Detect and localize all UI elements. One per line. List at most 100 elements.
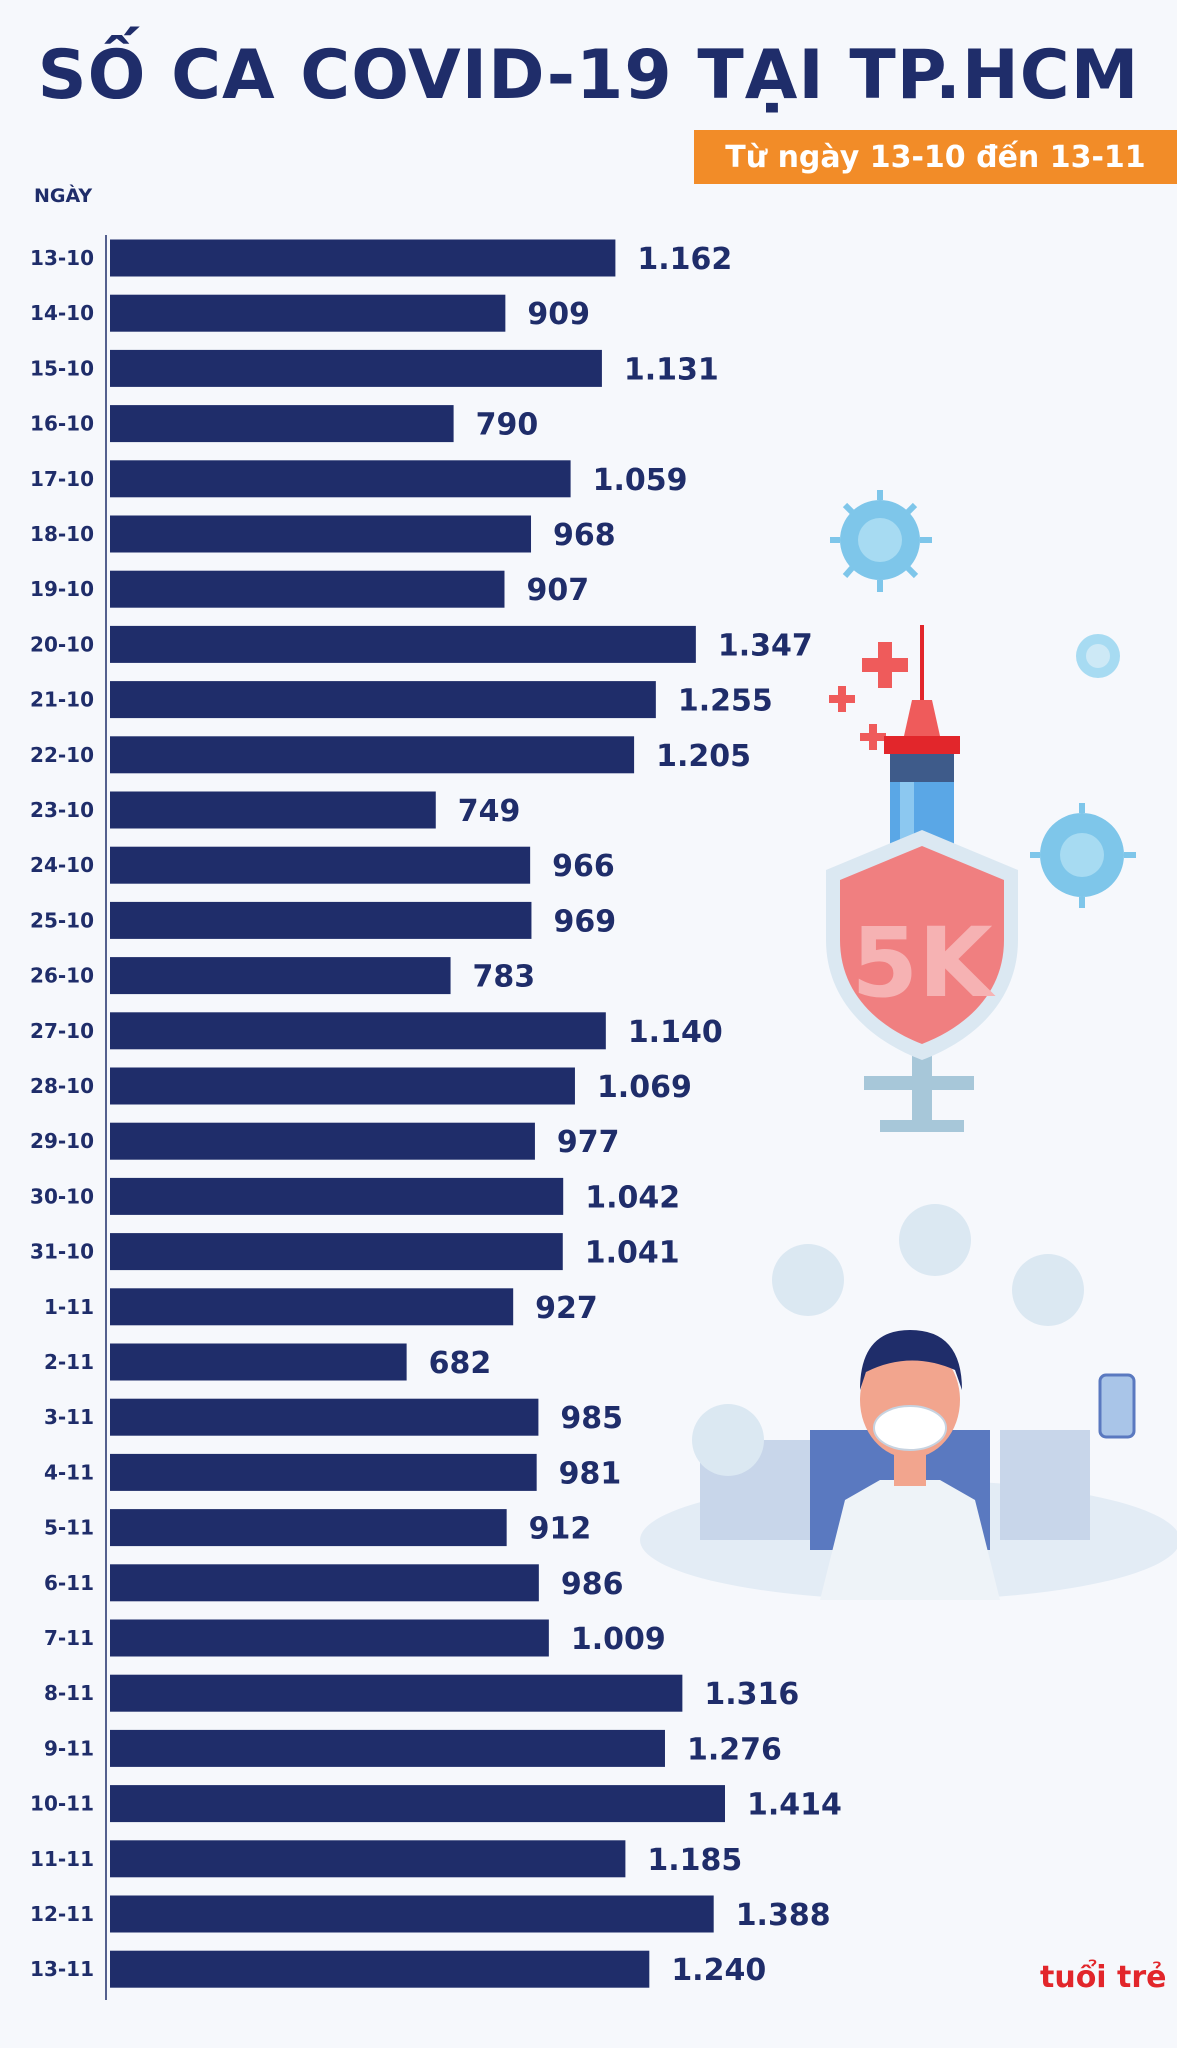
value-label: 1.414 <box>747 1788 842 1823</box>
value-label: 1.042 <box>585 1180 680 1215</box>
category-label: 2-11 <box>44 1350 94 1374</box>
bar <box>110 957 451 995</box>
bar <box>110 405 454 443</box>
illustration: 5K <box>640 490 1177 1600</box>
category-label: 8-11 <box>44 1681 94 1705</box>
page-title: SỐ CA COVID-19 TẠI TP.HCM <box>37 36 1140 115</box>
bar <box>110 1840 626 1878</box>
category-label: 25-10 <box>30 908 94 932</box>
value-label: 968 <box>553 518 616 553</box>
virus-icon <box>830 490 932 592</box>
value-label: 927 <box>535 1291 598 1326</box>
bar <box>110 1067 575 1105</box>
bar <box>110 1950 650 1988</box>
category-label: 15-10 <box>30 356 94 380</box>
value-label: 749 <box>458 794 521 829</box>
bar <box>110 1453 537 1491</box>
bar <box>110 681 656 719</box>
bar <box>110 736 635 774</box>
bar <box>110 625 696 663</box>
doctor-illustration <box>640 1204 1177 1600</box>
bar <box>110 1398 539 1436</box>
bar <box>110 1122 535 1160</box>
bar <box>110 1012 606 1050</box>
value-label: 1.240 <box>671 1953 766 1988</box>
value-label: 1.162 <box>637 242 732 277</box>
bar <box>110 1177 564 1215</box>
value-label: 1.131 <box>624 352 719 387</box>
value-label: 1.205 <box>656 739 751 774</box>
value-label: 969 <box>553 904 616 939</box>
category-label: 17-10 <box>30 467 94 491</box>
bar <box>110 1564 539 1602</box>
category-label: 23-10 <box>30 798 94 822</box>
value-label: 1.009 <box>571 1622 666 1657</box>
category-label: 19-10 <box>30 577 94 601</box>
category-label: 1-11 <box>44 1295 94 1319</box>
bar <box>110 1343 407 1381</box>
category-label: 13-11 <box>30 1957 94 1981</box>
category-label: 9-11 <box>44 1736 94 1760</box>
bar <box>110 1895 714 1933</box>
brand-logo: tuổi trẻ <box>1040 1960 1167 1995</box>
category-label: 24-10 <box>30 853 94 877</box>
bar <box>110 901 532 939</box>
bar <box>110 239 616 277</box>
category-label: 6-11 <box>44 1571 94 1595</box>
bar <box>110 515 532 553</box>
category-label: 28-10 <box>30 1074 94 1098</box>
value-label: 966 <box>552 849 615 884</box>
category-label: 12-11 <box>30 1902 94 1926</box>
value-label: 1.041 <box>585 1236 680 1271</box>
bar <box>110 791 436 829</box>
y-axis-label: NGÀY <box>34 185 93 207</box>
category-label: 11-11 <box>30 1847 94 1871</box>
value-label: 1.316 <box>704 1677 799 1712</box>
bar <box>110 1509 507 1547</box>
value-label: 909 <box>527 297 590 332</box>
bar <box>110 1674 683 1712</box>
virus-icon <box>1076 634 1120 678</box>
bar <box>110 349 602 387</box>
category-label: 10-11 <box>30 1792 94 1816</box>
bar <box>110 1729 665 1767</box>
bar <box>110 570 505 608</box>
bar <box>110 846 531 884</box>
category-label: 13-10 <box>30 246 94 270</box>
category-label: 26-10 <box>30 964 94 988</box>
bar <box>110 1233 563 1271</box>
category-label: 7-11 <box>44 1626 94 1650</box>
virus-icon <box>1030 803 1136 908</box>
value-label: 1.185 <box>647 1843 742 1878</box>
bar <box>110 1619 549 1657</box>
plus-icon <box>829 642 908 750</box>
value-label: 977 <box>557 1125 620 1160</box>
category-label: 5-11 <box>44 1516 94 1540</box>
bar <box>110 460 571 498</box>
date-range-badge: Từ ngày 13-10 đến 13-11 <box>694 130 1177 184</box>
value-label: 912 <box>529 1512 592 1547</box>
category-label: 29-10 <box>30 1129 94 1153</box>
value-label: 981 <box>559 1456 622 1491</box>
category-label: 18-10 <box>30 522 94 546</box>
category-label: 31-10 <box>30 1240 94 1264</box>
value-label: 1.347 <box>718 628 813 663</box>
value-label: 1.276 <box>687 1732 782 1767</box>
category-label: 30-10 <box>30 1184 94 1208</box>
category-label: 4-11 <box>44 1460 94 1484</box>
value-label: 1.388 <box>736 1898 831 1933</box>
category-label: 14-10 <box>30 301 94 325</box>
category-label: 22-10 <box>30 743 94 767</box>
value-label: 907 <box>526 573 589 608</box>
value-label: 682 <box>429 1346 492 1381</box>
shield-label: 5K <box>851 907 996 1019</box>
category-label: 3-11 <box>44 1405 94 1429</box>
category-label: 16-10 <box>30 412 94 436</box>
value-label: 1.069 <box>597 1070 692 1105</box>
value-label: 783 <box>473 960 536 995</box>
value-label: 1.140 <box>628 1015 723 1050</box>
shield-icon: 5K <box>826 830 1018 1060</box>
value-label: 790 <box>476 408 539 443</box>
category-label: 20-10 <box>30 632 94 656</box>
